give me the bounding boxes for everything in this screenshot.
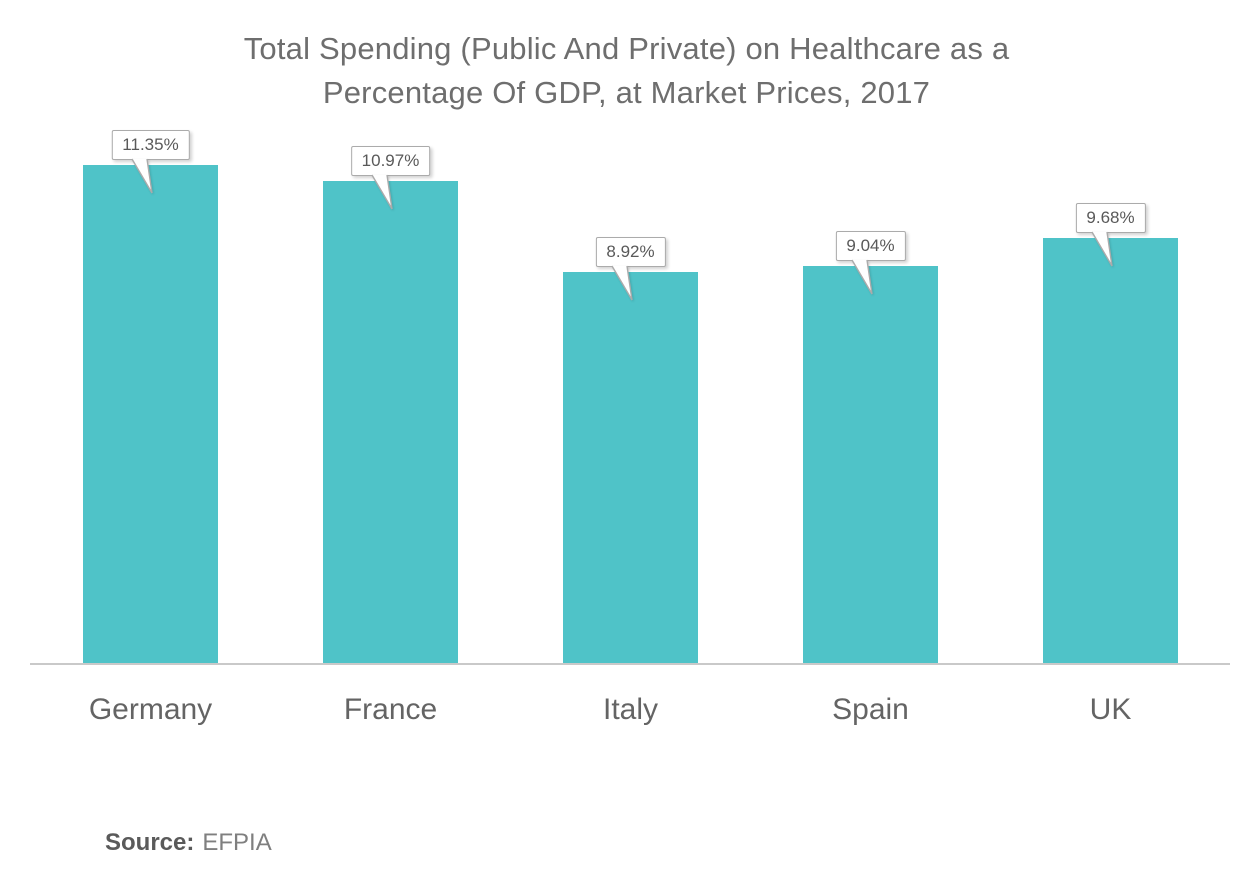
callout-tail-uk [1090,231,1113,267]
callout-tail-germany [130,158,153,194]
source-label: Source: [105,829,195,856]
source-value: EFPIA [202,829,272,856]
x-axis-label-uk: UK [1089,693,1132,726]
data-label-callout-uk: 9.68% [1075,203,1146,233]
bar-germany [83,165,218,664]
bar-france [323,181,458,664]
chart-title-line-2: Percentage Of GDP, at Market Prices, 201… [322,75,931,110]
x-axis-label-france: France [343,693,438,726]
chart-title-line-1: Total Spending (Public And Private) on H… [243,31,1010,66]
x-axis-label-germany: Germany [88,693,213,726]
x-axis-label-italy: Italy [602,693,659,726]
callout-tail-italy [610,265,633,301]
bar-uk [1043,238,1178,664]
chart-title: Total Spending (Public And Private) on H… [0,27,1253,115]
x-axis-label-spain: Spain [832,693,909,726]
data-label-callout-spain: 9.04% [835,231,906,261]
data-label-callout-france: 10.97% [350,146,431,176]
callout-tail-france [370,174,393,210]
bar-italy [563,272,698,664]
bar-spain [803,266,938,664]
source-line: Source: EFPIA [105,829,272,857]
data-label-callout-germany: 11.35% [111,130,190,160]
x-axis-line [30,663,1230,665]
data-label-callout-italy: 8.92% [595,237,666,267]
callout-tail-spain [850,259,873,295]
